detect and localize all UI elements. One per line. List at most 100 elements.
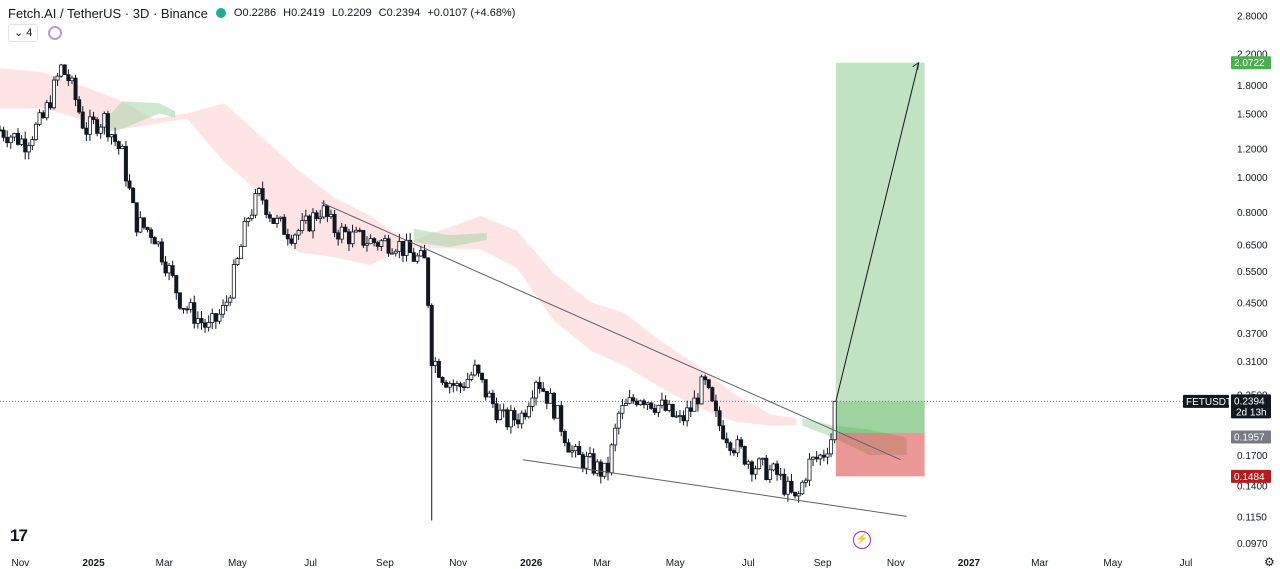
candle[interactable] bbox=[271, 217, 276, 224]
candle[interactable] bbox=[490, 392, 495, 405]
candle[interactable] bbox=[451, 383, 456, 386]
candle[interactable] bbox=[807, 458, 812, 481]
candle[interactable] bbox=[84, 127, 89, 135]
candle[interactable] bbox=[480, 372, 485, 380]
candle[interactable] bbox=[264, 199, 269, 216]
candle[interactable] bbox=[285, 234, 290, 240]
candle[interactable] bbox=[584, 455, 589, 469]
candle[interactable] bbox=[5, 136, 10, 144]
candle[interactable] bbox=[44, 102, 49, 119]
candle[interactable] bbox=[159, 241, 164, 263]
candle[interactable] bbox=[620, 405, 625, 414]
candle[interactable] bbox=[66, 74, 71, 82]
candle[interactable] bbox=[48, 102, 53, 109]
candle[interactable] bbox=[573, 446, 578, 452]
candle[interactable] bbox=[548, 392, 553, 404]
candle[interactable] bbox=[555, 405, 560, 419]
candle[interactable] bbox=[778, 473, 783, 476]
candle[interactable] bbox=[393, 250, 398, 254]
candle[interactable] bbox=[346, 231, 351, 245]
candle[interactable] bbox=[749, 461, 754, 475]
candle[interactable] bbox=[562, 431, 567, 444]
candle[interactable] bbox=[760, 457, 765, 460]
symbol-header[interactable]: Fetch.AI / TetherUS · 3D · Binance O0.22… bbox=[8, 4, 519, 22]
candle[interactable] bbox=[307, 215, 312, 232]
candle[interactable] bbox=[203, 322, 208, 328]
candle[interactable] bbox=[800, 481, 805, 495]
candle[interactable] bbox=[37, 112, 42, 125]
candle[interactable] bbox=[404, 239, 409, 256]
candle[interactable] bbox=[634, 400, 639, 406]
candle[interactable] bbox=[526, 405, 531, 418]
candle[interactable] bbox=[69, 77, 74, 82]
candle[interactable] bbox=[767, 469, 772, 480]
candle[interactable] bbox=[523, 412, 528, 418]
candle[interactable] bbox=[73, 77, 78, 101]
candle[interactable] bbox=[192, 302, 197, 324]
candle[interactable] bbox=[321, 205, 326, 218]
candle[interactable] bbox=[339, 226, 344, 240]
candle[interactable] bbox=[41, 112, 46, 119]
candle[interactable] bbox=[167, 265, 172, 274]
candle[interactable] bbox=[498, 409, 503, 421]
candle[interactable] bbox=[77, 99, 82, 113]
candle[interactable] bbox=[228, 297, 233, 303]
candle[interactable] bbox=[368, 238, 373, 245]
candle[interactable] bbox=[123, 146, 128, 182]
candle[interactable] bbox=[534, 381, 539, 399]
gear-icon[interactable]: ⚙ bbox=[1264, 555, 1275, 569]
candle[interactable] bbox=[699, 376, 704, 405]
candle[interactable] bbox=[235, 258, 240, 265]
candle[interactable] bbox=[469, 374, 474, 380]
candle[interactable] bbox=[289, 238, 294, 244]
candle[interactable] bbox=[336, 232, 341, 240]
candle[interactable] bbox=[638, 400, 643, 406]
candle[interactable] bbox=[472, 364, 477, 376]
candle[interactable] bbox=[602, 462, 607, 477]
candle[interactable] bbox=[598, 461, 603, 477]
candle[interactable] bbox=[508, 410, 513, 428]
candle[interactable] bbox=[411, 252, 416, 262]
candle[interactable] bbox=[616, 412, 621, 429]
candle[interactable] bbox=[242, 221, 247, 247]
candle[interactable] bbox=[397, 241, 402, 252]
candle[interactable] bbox=[742, 446, 747, 465]
candle[interactable] bbox=[559, 405, 564, 432]
candle[interactable] bbox=[681, 415, 686, 422]
candle[interactable] bbox=[98, 126, 103, 134]
candle[interactable] bbox=[80, 111, 85, 129]
candle[interactable] bbox=[239, 246, 244, 260]
candle[interactable] bbox=[332, 213, 337, 234]
candle[interactable] bbox=[62, 64, 67, 76]
candle[interactable] bbox=[465, 379, 470, 389]
candle[interactable] bbox=[141, 217, 146, 228]
candle[interactable] bbox=[59, 64, 64, 77]
candle[interactable] bbox=[494, 403, 499, 421]
candle[interactable] bbox=[771, 463, 776, 471]
candle[interactable] bbox=[199, 318, 204, 324]
candle[interactable] bbox=[713, 400, 718, 412]
candle[interactable] bbox=[386, 238, 391, 254]
candle[interactable] bbox=[429, 305, 434, 366]
candle[interactable] bbox=[116, 141, 121, 149]
lightning-icon[interactable]: ⚡ bbox=[853, 531, 871, 549]
candle[interactable] bbox=[390, 252, 395, 255]
candle[interactable] bbox=[462, 386, 467, 389]
candle[interactable] bbox=[677, 415, 682, 417]
candle[interactable] bbox=[577, 446, 582, 455]
candle[interactable] bbox=[408, 239, 413, 254]
candle[interactable] bbox=[217, 313, 222, 322]
candle[interactable] bbox=[231, 264, 236, 299]
candle[interactable] bbox=[105, 113, 110, 138]
candle[interactable] bbox=[667, 403, 672, 411]
candle[interactable] bbox=[717, 410, 722, 427]
candle[interactable] bbox=[796, 493, 801, 497]
long-position-profit-zone[interactable] bbox=[835, 62, 925, 433]
trendline-resistance[interactable] bbox=[321, 202, 901, 461]
candle[interactable] bbox=[706, 379, 711, 388]
candle[interactable] bbox=[519, 412, 524, 425]
candle[interactable] bbox=[87, 116, 92, 135]
candle[interactable] bbox=[267, 214, 272, 219]
candle[interactable] bbox=[213, 313, 218, 322]
